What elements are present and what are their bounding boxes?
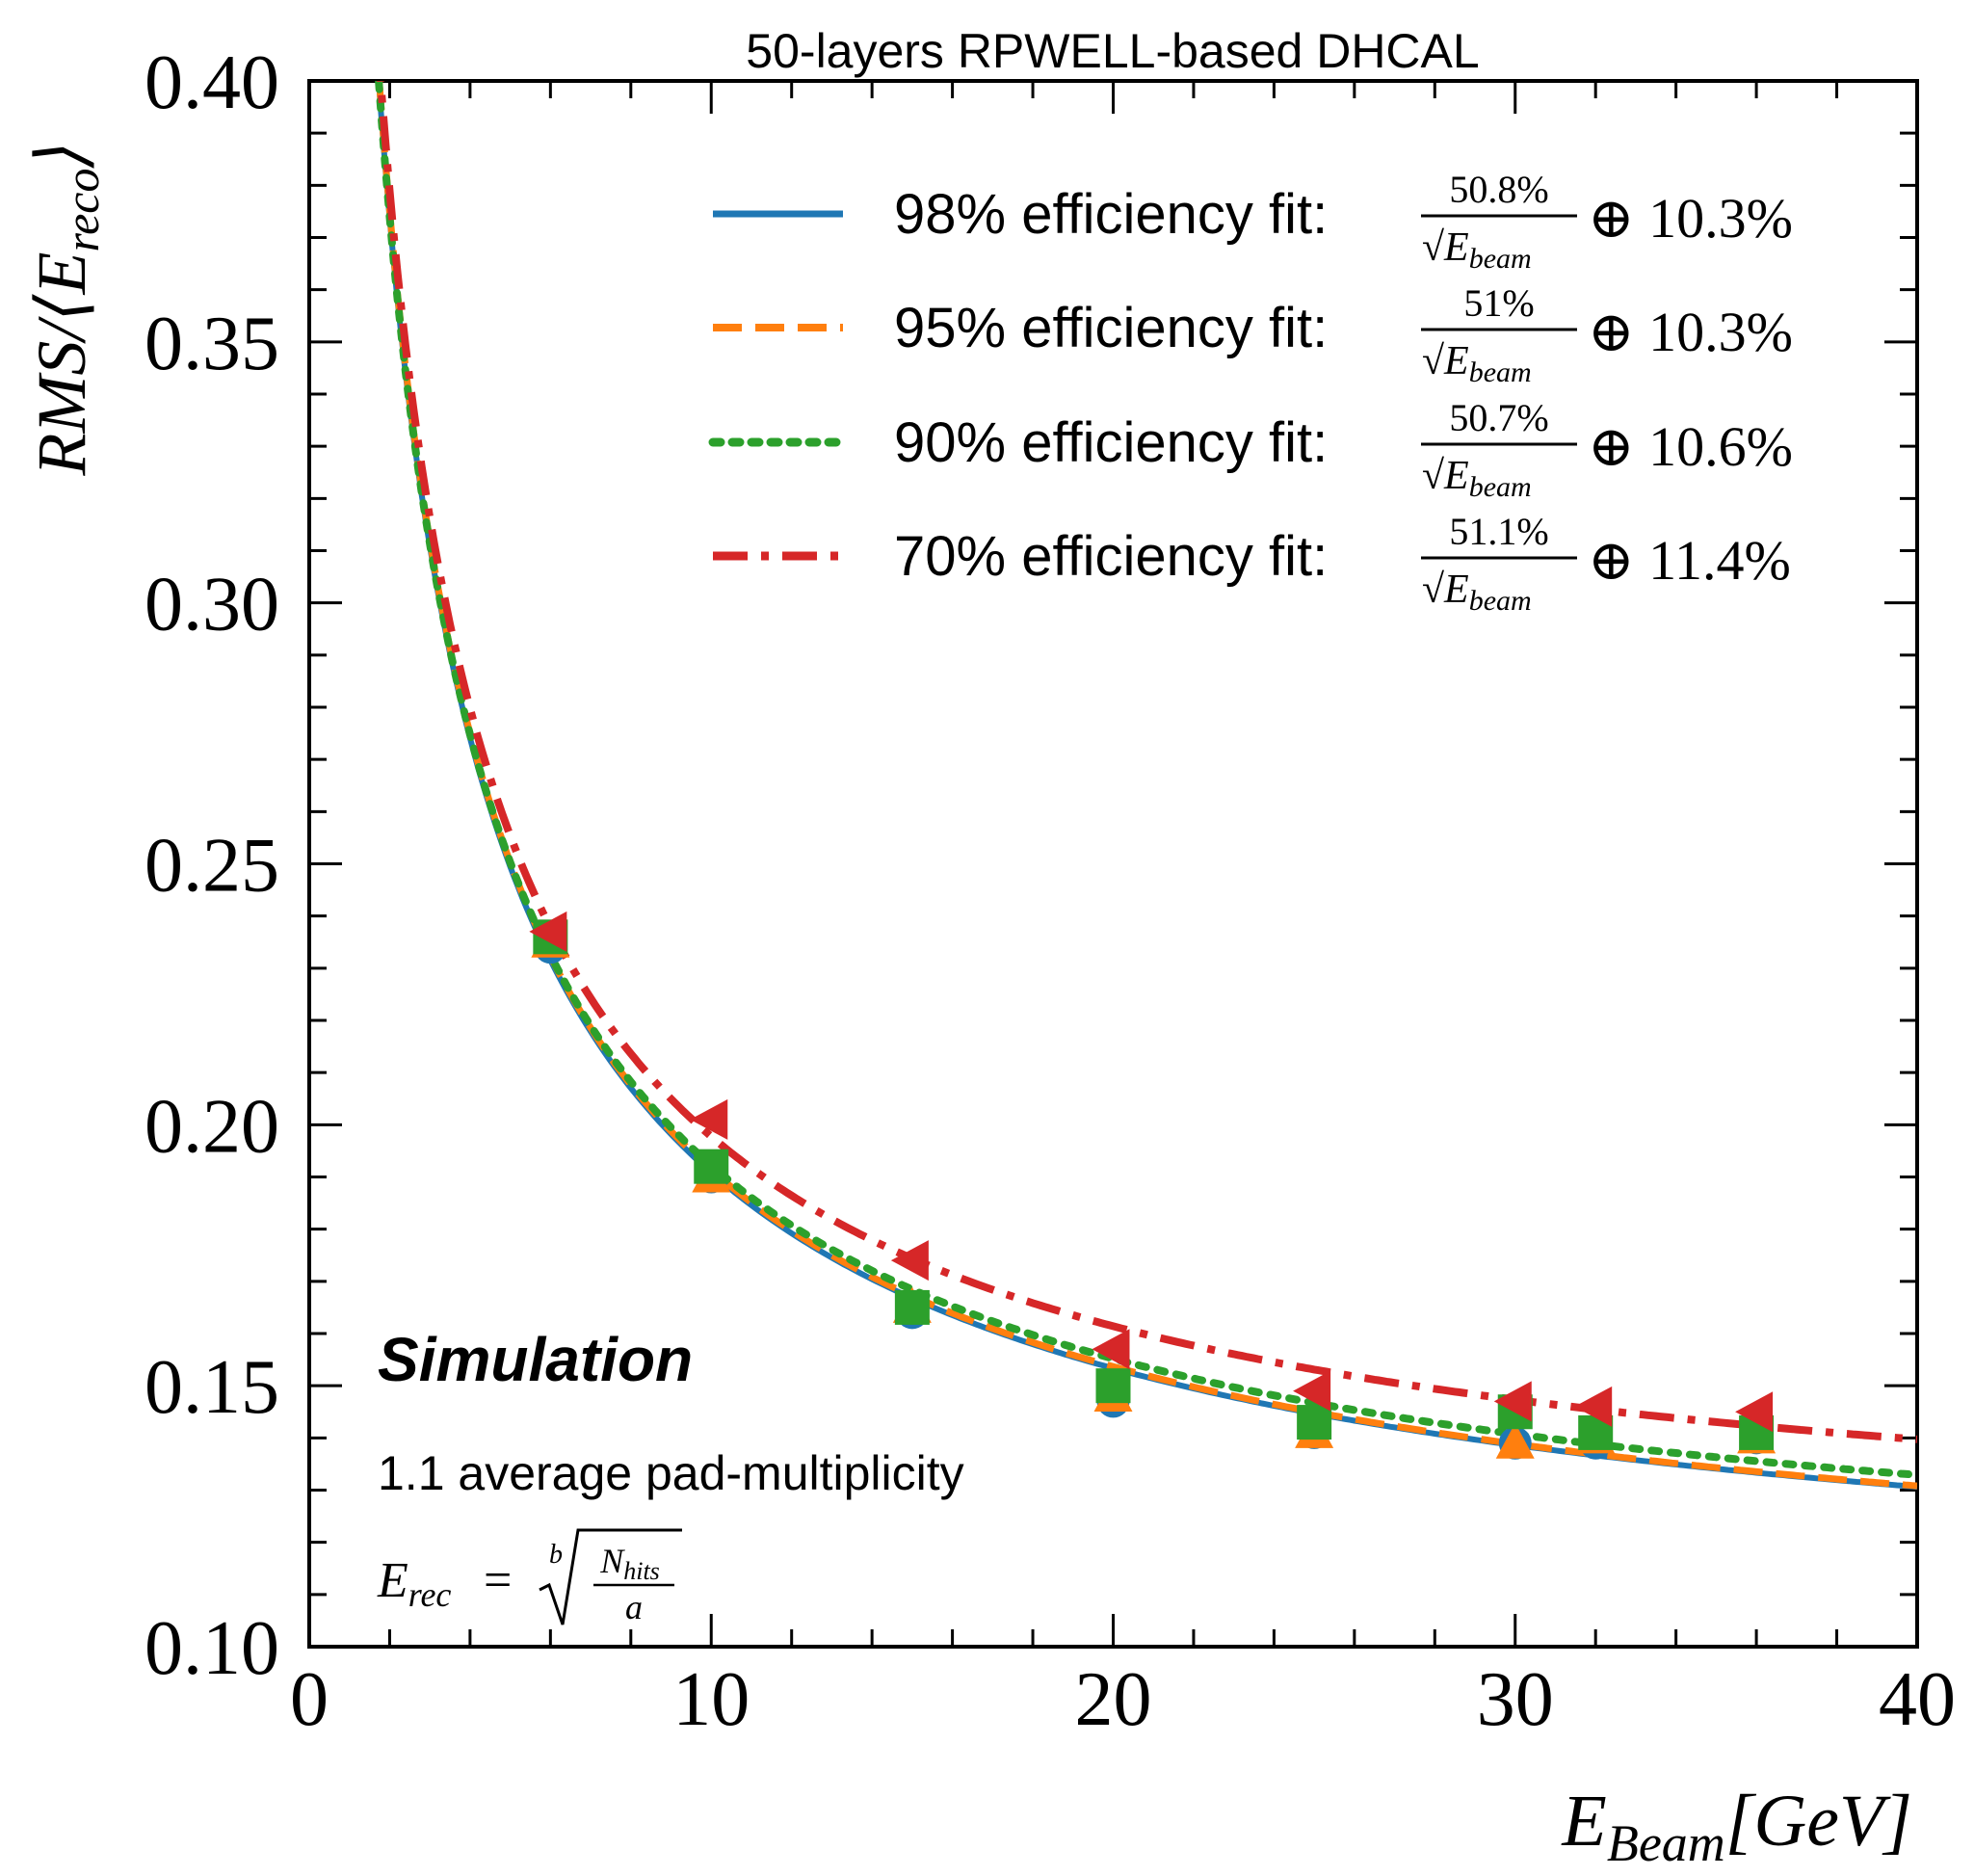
data-point [1495, 1422, 1535, 1459]
formula-numerator-main: N [599, 1542, 625, 1580]
data-point [1092, 1329, 1130, 1370]
x-axis-label-sub: Beam [1607, 1814, 1725, 1872]
data-point [1574, 1386, 1613, 1427]
chart-title: 50-layers RPWELL-based DHCAL [746, 24, 1479, 78]
x-tick-label: 40 [1879, 1657, 1956, 1742]
fit-curve [376, 81, 1917, 1490]
data-point [1493, 1381, 1532, 1422]
x-tick-label: 10 [672, 1657, 750, 1742]
legend-constant: ⊕ 10.6% [1588, 415, 1793, 478]
simulation-label: Simulation [378, 1325, 693, 1394]
formula-lhs: Erec [377, 1553, 451, 1614]
legend-numerator: 50.8% [1449, 168, 1548, 211]
y-axis-label-main: RMS/⟨E [23, 252, 100, 477]
data-point [690, 1098, 728, 1140]
legend-denominator: √Ebeam [1422, 225, 1532, 275]
legend-denominator: √Ebeam [1422, 454, 1532, 503]
y-tick-label: 0.40 [145, 40, 279, 125]
formula-root-index: b [549, 1540, 563, 1570]
y-axis-label: RMS/⟨Ereco⟩ [23, 141, 109, 476]
x-axis-label-unit: [GeV] [1725, 1781, 1912, 1862]
y-tick-label: 0.25 [145, 824, 279, 909]
x-tick-labels: 0 10 20 30 40 [290, 1657, 1956, 1742]
y-tick-label: 0.20 [145, 1084, 279, 1169]
y-axis-label-sub: reco [55, 169, 109, 252]
legend-numerator: 51% [1463, 281, 1534, 325]
y-tick-labels: 0.10 0.15 0.20 0.25 0.30 0.35 0.40 [145, 40, 279, 1691]
legend-numerator: 50.7% [1449, 396, 1548, 439]
y-tick-label: 0.15 [145, 1345, 279, 1430]
data-point [529, 911, 567, 952]
legend: 98% efficiency fit: 50.8%√Ebeam⊕ 10.3%95%… [708, 168, 1793, 617]
formula-equals: = [484, 1553, 512, 1608]
formula-lhs-main: E [377, 1553, 408, 1608]
data-point [890, 1240, 929, 1281]
x-tick-label: 20 [1075, 1657, 1152, 1742]
pad-multiplicity-label: 1.1 average pad-multiplicity [378, 1446, 964, 1500]
data-point [1095, 1368, 1131, 1404]
legend-entry: 70% efficiency fit: 51.1% √Ebeam ⊕ 11.4% [713, 510, 1791, 617]
legend-constant: ⊕ 10.3% [1588, 301, 1793, 363]
data-point [1293, 1370, 1331, 1412]
data-point [1735, 1391, 1774, 1433]
y-tick-label: 0.10 [145, 1606, 279, 1691]
y-tick-label: 0.35 [145, 302, 279, 386]
legend-label: 90% efficiency fit: [894, 411, 1328, 474]
x-tick-label: 0 [290, 1657, 329, 1742]
x-tick-label: 30 [1477, 1657, 1554, 1742]
legend-denominator: √Ebeam [1422, 339, 1532, 388]
legend-constant: ⊕ 10.3% [1588, 187, 1793, 250]
legend-constant: ⊕ 11.4% [1588, 529, 1791, 592]
legend-entry: 95% efficiency fit: 51% √Ebeam ⊕ 10.3% [713, 281, 1793, 388]
fit-curves [375, 81, 1917, 1491]
fit-curve [377, 81, 1917, 1443]
legend-denominator: √Ebeam [1422, 568, 1532, 617]
legend-entry: 90% efficiency fit: 50.7% √Ebeam ⊕ 10.6% [708, 396, 1793, 503]
reconstruction-formula: Erec = b Nhits a [377, 1528, 682, 1626]
legend-entry: 98% efficiency fit: 50.8% √Ebeam ⊕ 10.3% [713, 168, 1793, 275]
axis-ticks [307, 79, 1919, 1649]
y-tick-label: 0.30 [145, 563, 279, 647]
legend-label: 70% efficiency fit: [894, 525, 1328, 588]
formula-denominator: a [625, 1588, 643, 1626]
data-point [1297, 1405, 1332, 1440]
legend-label: 98% efficiency fit: [894, 183, 1328, 246]
data-point [694, 1149, 729, 1184]
x-axis-label-main: E [1561, 1781, 1606, 1862]
legend-label: 95% efficiency fit: [894, 297, 1328, 359]
formula-lhs-sub: rec [408, 1575, 452, 1614]
data-markers [529, 911, 1777, 1460]
fit-curve [375, 81, 1917, 1479]
data-point [894, 1289, 930, 1325]
y-axis-label-close: ⟩ [23, 141, 100, 169]
legend-numerator: 51.1% [1449, 510, 1548, 553]
formula-numerator: Nhits [599, 1542, 660, 1585]
x-axis-label: EBeam[GeV] [1561, 1781, 1912, 1872]
formula-root-sign [539, 1528, 682, 1625]
formula-numerator-sub: hits [623, 1557, 660, 1585]
